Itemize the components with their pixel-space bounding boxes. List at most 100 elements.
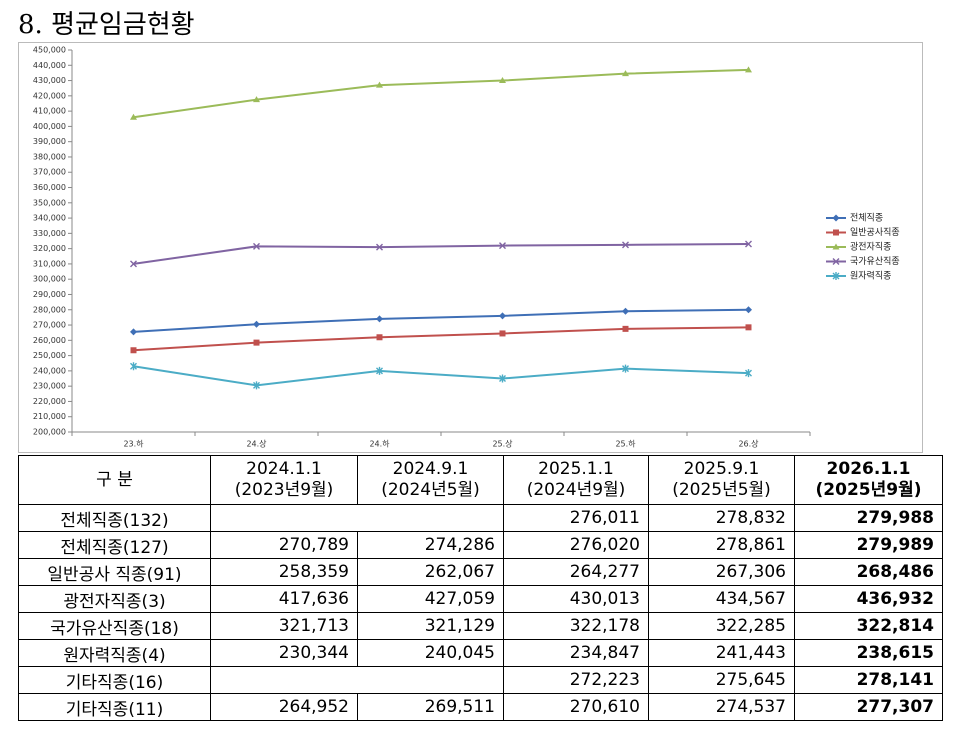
series-line bbox=[133, 243, 749, 265]
y-tick-label: 210,000 bbox=[33, 412, 66, 421]
value-cell: 275,645 bbox=[648, 666, 795, 694]
y-tick-label: 310,000 bbox=[33, 259, 66, 268]
point bbox=[130, 362, 137, 371]
row-label: 광전자직종(3) bbox=[18, 585, 211, 613]
x-tick-label: 24.상 bbox=[246, 439, 267, 449]
header-text: 2025.9.1 bbox=[683, 459, 760, 479]
table-row: 전체직종(132) 276,011 278,832 279,988 bbox=[18, 504, 943, 532]
header-cell: 2024.1.1 (2023년9월) bbox=[210, 455, 358, 505]
row-label: 원자력직종(4) bbox=[18, 639, 211, 667]
legend-marker bbox=[832, 272, 840, 280]
chart: 200,000 210,000 220,000 230,000 240,000 250,0… bbox=[18, 42, 923, 453]
y-tick-label: 440,000 bbox=[33, 61, 66, 70]
value-cell: 430,013 bbox=[503, 585, 649, 613]
point bbox=[622, 364, 629, 373]
header-text: 2024.1.1 bbox=[246, 459, 322, 479]
point bbox=[499, 330, 506, 337]
row-label: 전체직종(132) bbox=[18, 504, 211, 532]
point bbox=[376, 366, 383, 375]
header-cell: 2024.9.1 (2024년5월) bbox=[357, 455, 504, 505]
series-line bbox=[133, 68, 749, 119]
y-tick-label: 300,000 bbox=[33, 275, 66, 284]
blank-cell bbox=[210, 504, 504, 532]
point bbox=[622, 241, 629, 249]
value-cell: 234,847 bbox=[503, 639, 649, 667]
row-label: 일반공사 직종(91) bbox=[18, 558, 211, 586]
y-tick-label: 370,000 bbox=[33, 168, 66, 177]
value-cell: 278,861 bbox=[648, 531, 795, 559]
row-label: 기타직종(11) bbox=[18, 693, 211, 721]
row-label: 국가유산직종(18) bbox=[18, 612, 211, 640]
header-text: 2024.9.1 bbox=[392, 459, 469, 479]
point bbox=[622, 70, 629, 77]
point bbox=[745, 369, 752, 378]
point bbox=[376, 81, 383, 88]
value-cell: 262,067 bbox=[357, 558, 504, 586]
y-tick-label: 340,000 bbox=[33, 214, 66, 223]
x-tick-label: 25.상 bbox=[492, 439, 513, 449]
value-cell: 272,223 bbox=[503, 666, 649, 694]
legend-marker bbox=[832, 258, 840, 265]
value-cell: 258,359 bbox=[210, 558, 358, 586]
value-cell: 278,832 bbox=[648, 504, 795, 532]
point bbox=[253, 96, 260, 103]
header-text: (2025년5월) bbox=[672, 480, 771, 500]
legend-label: 국가유산직종 bbox=[850, 256, 900, 267]
row-label: 전체직종(127) bbox=[18, 531, 211, 559]
header-cell: 2025.9.1 (2025년5월) bbox=[648, 455, 795, 505]
value-cell: 321,129 bbox=[357, 612, 504, 640]
point bbox=[130, 260, 137, 268]
point bbox=[376, 315, 383, 323]
y-tick-label: 350,000 bbox=[33, 198, 66, 207]
value-cell: 270,789 bbox=[210, 531, 358, 559]
y-tick-label: 330,000 bbox=[33, 229, 66, 238]
point bbox=[253, 381, 260, 390]
y-tick-label: 360,000 bbox=[33, 183, 66, 192]
y-tick-label: 390,000 bbox=[33, 137, 66, 146]
legend-label: 광전자직종 bbox=[850, 241, 891, 253]
legend-marker bbox=[832, 243, 840, 250]
value-cell: 274,537 bbox=[648, 693, 795, 721]
value-cell: 321,713 bbox=[210, 612, 358, 640]
y-tick-label: 240,000 bbox=[33, 366, 66, 375]
point bbox=[130, 113, 137, 120]
value-cell: 264,952 bbox=[210, 693, 358, 721]
point bbox=[130, 347, 137, 354]
value-cell: 277,307 bbox=[794, 693, 943, 721]
legend-marker bbox=[832, 214, 840, 222]
point bbox=[622, 307, 629, 315]
y-tick-label: 250,000 bbox=[33, 351, 66, 360]
table-row: 원자력직종(4) 230,344 240,045 234,847 241,443 238,… bbox=[18, 639, 943, 667]
value-cell: 322,178 bbox=[503, 612, 649, 640]
value-cell: 279,988 bbox=[794, 504, 943, 532]
point bbox=[499, 77, 506, 84]
point bbox=[253, 242, 260, 250]
y-tick-label: 220,000 bbox=[33, 397, 66, 406]
table-row: 기타직종(16) 272,223 275,645 278,141 bbox=[18, 666, 943, 694]
y-tick-label: 290,000 bbox=[33, 290, 66, 299]
value-cell: 417,636 bbox=[210, 585, 358, 613]
table-row: 기타직종(11) 264,952 269,511 270,610 274,537 277,… bbox=[18, 693, 943, 721]
legend-label: 전체직종 bbox=[850, 213, 883, 224]
point bbox=[130, 328, 137, 336]
header-text: 구 분 bbox=[96, 469, 133, 490]
y-tick-label: 270,000 bbox=[33, 321, 66, 330]
point bbox=[745, 324, 752, 331]
point bbox=[499, 374, 506, 383]
page-title: 8. 평균임금현황 bbox=[18, 10, 195, 40]
y-tick-label: 450,000 bbox=[33, 46, 66, 55]
point bbox=[745, 306, 752, 314]
header-text: 2026.1.1 bbox=[826, 459, 911, 479]
header-cell: 2025.1.1 (2024년9월) bbox=[503, 455, 649, 505]
series-line bbox=[133, 326, 749, 352]
value-cell: 276,011 bbox=[503, 504, 649, 532]
value-cell: 436,932 bbox=[794, 585, 943, 613]
point bbox=[376, 243, 383, 251]
header-text: (2023년9월) bbox=[234, 480, 334, 500]
point bbox=[376, 334, 383, 341]
y-tick-label: 410,000 bbox=[33, 107, 66, 116]
row-label: 기타직종(16) bbox=[18, 666, 211, 694]
value-cell: 238,615 bbox=[794, 639, 943, 667]
x-tick-label: 26.상 bbox=[738, 439, 759, 449]
